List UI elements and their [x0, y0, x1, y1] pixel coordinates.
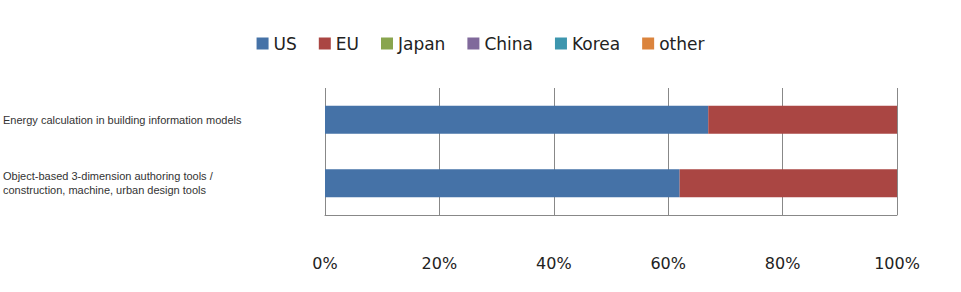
svg-text:100%: 100%: [874, 254, 920, 273]
svg-text:80%: 80%: [765, 254, 801, 273]
svg-text:construction, machine, urban d: construction, machine, urban design tool…: [3, 184, 207, 196]
svg-text:US: US: [274, 34, 297, 54]
svg-text:Energy calculation in building: Energy calculation in building informati…: [3, 114, 242, 126]
svg-text:60%: 60%: [650, 254, 686, 273]
svg-text:20%: 20%: [422, 254, 458, 273]
svg-text:40%: 40%: [536, 254, 572, 273]
svg-text:0%: 0%: [312, 254, 337, 273]
svg-text:EU: EU: [336, 34, 359, 54]
svg-text:Object-based 3-dimension autho: Object-based 3-dimension authoring tools…: [3, 170, 216, 182]
svg-text:Japan: Japan: [397, 34, 445, 54]
svg-text:Korea: Korea: [572, 34, 620, 54]
svg-text:other: other: [659, 34, 704, 54]
svg-text:China: China: [484, 34, 533, 54]
